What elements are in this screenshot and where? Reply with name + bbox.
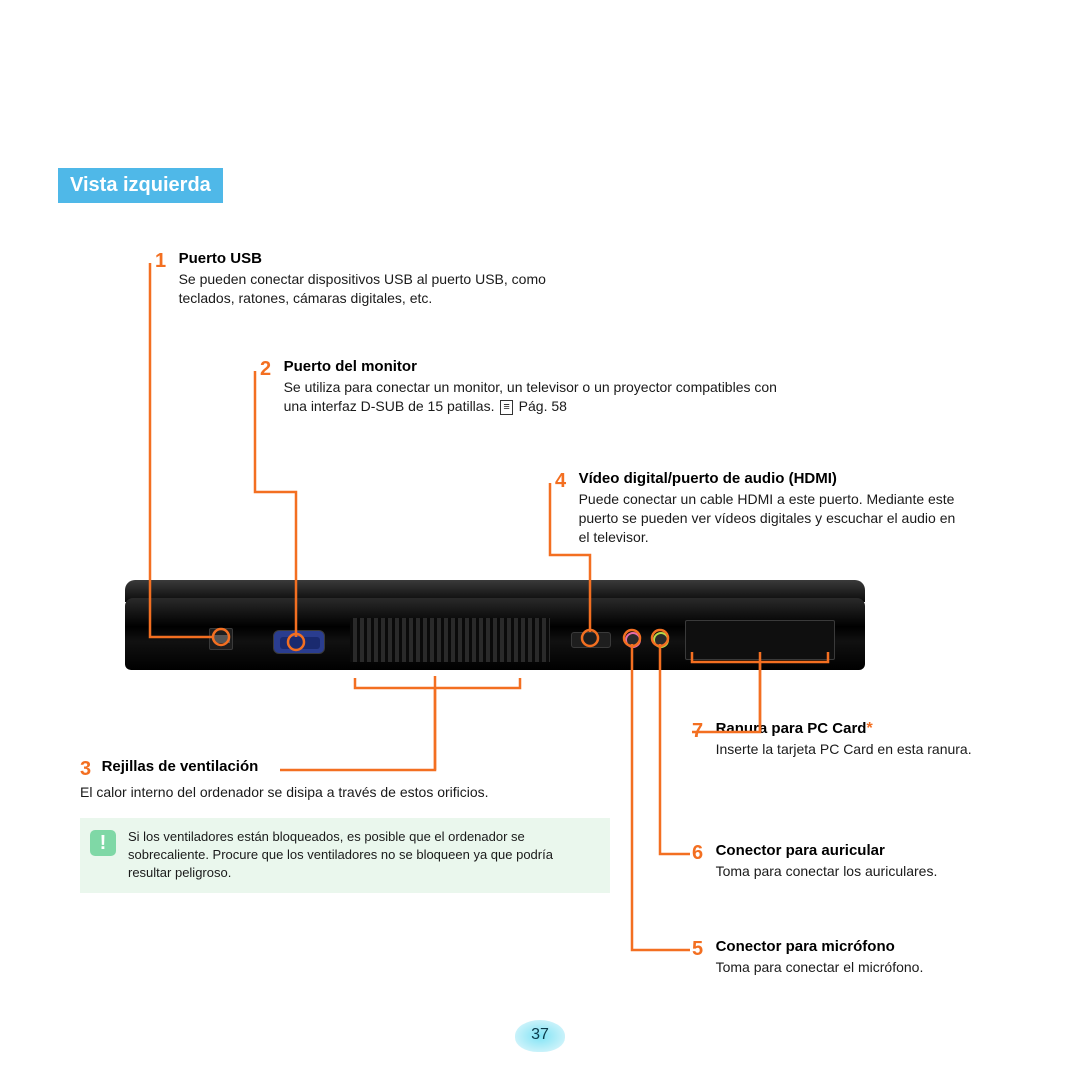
callout-2-title: Puerto del monitor [284,358,417,375]
headphone-jack [653,632,669,648]
vga-port [273,630,325,654]
callout-7-title: Ranura para PC Card [716,720,867,737]
laptop-side-view [125,580,865,688]
callout-1-desc: Se pueden conectar dispositivos USB al p… [179,270,599,308]
callout-6-title: Conector para auricular [716,842,885,859]
callout-4-num: 4 [555,470,566,493]
callout-3-title: Rejillas de ventilación [102,758,259,775]
callout-7-desc: Inserte la tarjeta PC Card en esta ranur… [716,740,996,759]
mic-jack [625,632,641,648]
callout-6-num: 6 [692,842,703,865]
callout-7-star: * [866,720,872,737]
callout-7: 7 Ranura para PC Card* Inserte la tarjet… [692,720,1012,759]
callout-5-title: Conector para micrófono [716,938,895,955]
callout-3-desc: El calor interno del ordenador se disipa… [80,783,610,802]
callout-3: 3 Rejillas de ventilación El calor inter… [80,758,610,802]
callout-2-desc: Se utiliza para conectar un monitor, un … [284,378,804,416]
callout-2: 2 Puerto del monitor Se utiliza para con… [260,358,820,416]
callout-4: 4 Vídeo digital/puerto de audio (HDMI) P… [555,470,975,547]
callout-2-pageref: Pág. 58 [519,398,567,414]
callout-5-desc: Toma para conectar el micrófono. [716,958,996,977]
callout-5: 5 Conector para micrófono Toma para cone… [692,938,1012,977]
callout-1: 1 Puerto USB Se pueden conectar disposit… [155,250,615,308]
page-ref-icon: ≡ [500,400,512,415]
pc-card-slot [685,620,835,660]
callout-1-num: 1 [155,250,166,273]
warning-icon: ! [90,830,116,856]
callout-4-desc: Puede conectar un cable HDMI a este puer… [579,490,959,547]
callout-1-title: Puerto USB [179,250,262,267]
hdmi-port [571,632,611,648]
callout-5-num: 5 [692,938,703,961]
callout-3-num: 3 [80,758,91,781]
warning-text: Si los ventiladores están bloqueados, es… [128,829,553,880]
page-number: 37 [515,1020,565,1052]
usb-port [209,628,233,650]
callout-6-desc: Toma para conectar los auriculares. [716,862,996,881]
callout-7-num: 7 [692,720,703,743]
ventilation-grille [350,618,550,662]
section-title: Vista izquierda [58,168,223,203]
callout-4-title: Vídeo digital/puerto de audio (HDMI) [579,470,837,487]
callout-2-num: 2 [260,358,271,381]
warning-box: ! Si los ventiladores están bloqueados, … [80,818,610,893]
callout-6: 6 Conector para auricular Toma para cone… [692,842,1012,881]
